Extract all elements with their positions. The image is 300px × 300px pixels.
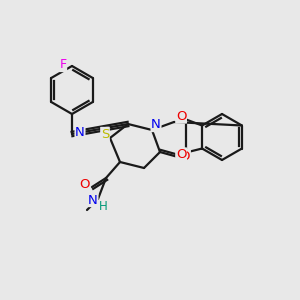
Text: S: S <box>101 128 109 140</box>
Text: O: O <box>176 148 186 161</box>
Text: F: F <box>59 58 67 71</box>
Text: O: O <box>176 110 186 123</box>
Text: N: N <box>88 194 98 206</box>
Text: H: H <box>99 200 107 214</box>
Text: O: O <box>180 149 190 163</box>
Text: N: N <box>151 118 161 131</box>
Text: O: O <box>79 178 89 190</box>
Text: N: N <box>75 125 85 139</box>
